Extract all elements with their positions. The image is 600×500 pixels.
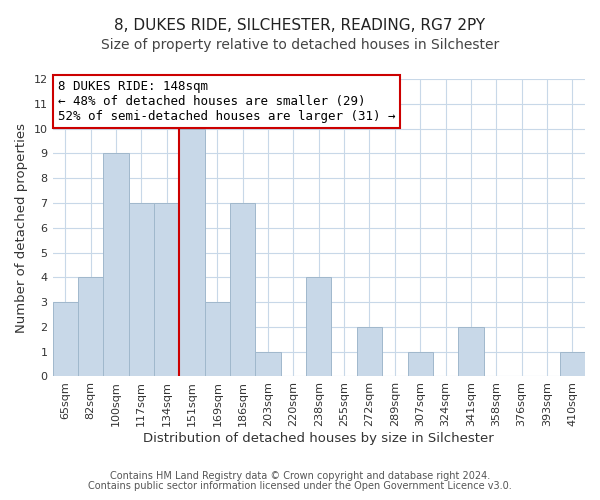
X-axis label: Distribution of detached houses by size in Silchester: Distribution of detached houses by size … — [143, 432, 494, 445]
Bar — [230, 203, 256, 376]
Bar — [306, 278, 331, 376]
Bar — [78, 278, 103, 376]
Bar — [179, 128, 205, 376]
Bar — [357, 327, 382, 376]
Bar — [560, 352, 585, 376]
Bar — [53, 302, 78, 376]
Text: Size of property relative to detached houses in Silchester: Size of property relative to detached ho… — [101, 38, 499, 52]
Bar — [205, 302, 230, 376]
Bar — [128, 203, 154, 376]
Bar — [154, 203, 179, 376]
Text: 8, DUKES RIDE, SILCHESTER, READING, RG7 2PY: 8, DUKES RIDE, SILCHESTER, READING, RG7 … — [115, 18, 485, 32]
Text: Contains HM Land Registry data © Crown copyright and database right 2024.: Contains HM Land Registry data © Crown c… — [110, 471, 490, 481]
Text: Contains public sector information licensed under the Open Government Licence v3: Contains public sector information licen… — [88, 481, 512, 491]
Y-axis label: Number of detached properties: Number of detached properties — [15, 122, 28, 332]
Bar — [407, 352, 433, 376]
Bar — [256, 352, 281, 376]
Bar — [458, 327, 484, 376]
Bar — [103, 154, 128, 376]
Text: 8 DUKES RIDE: 148sqm
← 48% of detached houses are smaller (29)
52% of semi-detac: 8 DUKES RIDE: 148sqm ← 48% of detached h… — [58, 80, 395, 124]
